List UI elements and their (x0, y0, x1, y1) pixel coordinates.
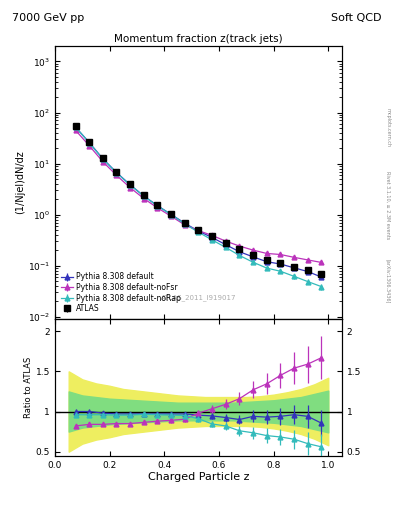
X-axis label: Charged Particle z: Charged Particle z (148, 472, 249, 482)
Text: mcplots.cern.ch: mcplots.cern.ch (385, 109, 390, 147)
Text: Soft QCD: Soft QCD (331, 13, 381, 23)
Text: [arXiv:1306.3436]: [arXiv:1306.3436] (385, 260, 390, 304)
Text: 7000 GeV pp: 7000 GeV pp (12, 13, 84, 23)
Text: Rivet 3.1.10, ≥ 2.3M events: Rivet 3.1.10, ≥ 2.3M events (385, 170, 390, 239)
Legend: Pythia 8.308 default, Pythia 8.308 default-noFsr, Pythia 8.308 default-noRap, AT: Pythia 8.308 default, Pythia 8.308 defau… (59, 270, 183, 315)
Text: ATLAS_2011_I919017: ATLAS_2011_I919017 (161, 294, 236, 301)
Y-axis label: Ratio to ATLAS: Ratio to ATLAS (24, 357, 33, 418)
Title: Momentum fraction z(track jets): Momentum fraction z(track jets) (114, 34, 283, 44)
Y-axis label: (1/Njel)dN/dz: (1/Njel)dN/dz (15, 151, 25, 215)
